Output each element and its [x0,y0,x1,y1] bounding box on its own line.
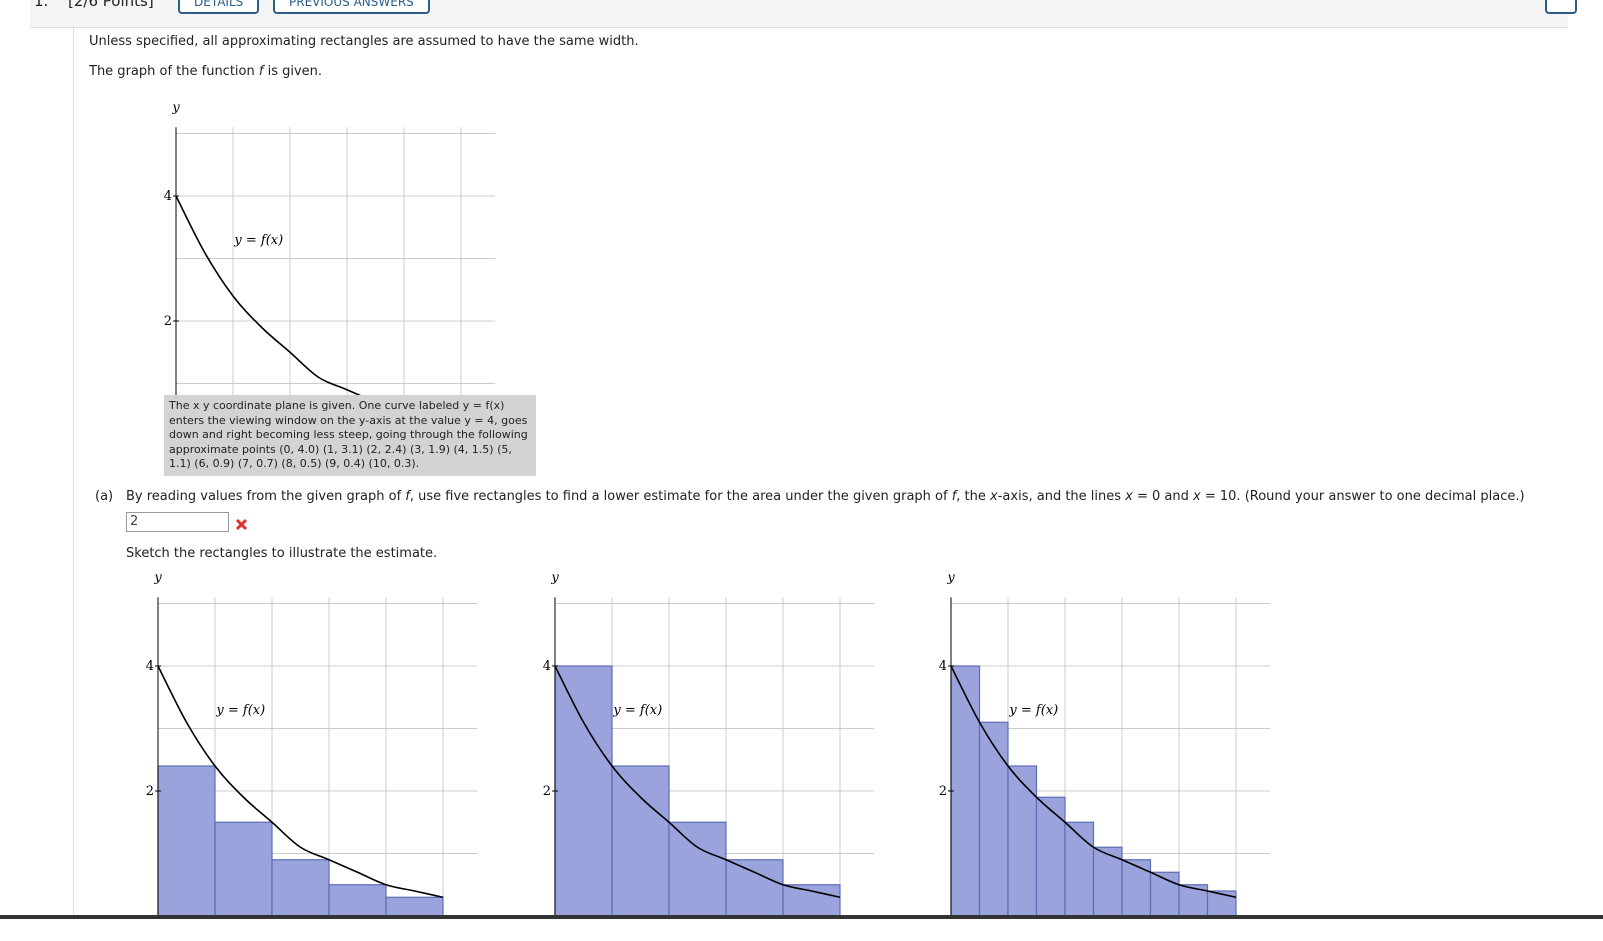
rectangle [1007,765,1038,917]
rectangle [1121,859,1152,917]
axis-label: y [550,570,559,585]
text: = 10. (Round your answer to one decimal … [1200,489,1525,504]
y-tick-label: 4 [543,659,551,674]
math: x [1125,489,1133,504]
question-number: 1. [34,0,49,10]
rectangle [328,884,387,917]
axis-label: y [946,570,955,585]
math: f [258,64,264,79]
y-tick-label: 2 [543,784,551,799]
points: [2/6 Points] [68,0,154,10]
rectangle [1092,846,1123,917]
axis-label: y [171,100,180,115]
content-border [73,27,74,927]
curve [950,665,1237,899]
rectangle [950,665,981,917]
rectangle [668,821,727,917]
text: By reading values from the given graph o… [126,489,406,504]
curve [554,665,841,899]
text: Unless specified, all approximating rect… [89,34,639,49]
rectangle [611,765,670,917]
rectangle [554,665,613,917]
rectangle [978,721,1009,917]
sketch-graph: 2 4 y y = f(x) [146,570,478,917]
answer-input[interactable]: 2 [126,512,229,532]
blank [0,919,1603,941]
curve [175,195,373,400]
text: The graph of the function [89,64,259,79]
y-tick-label: 2 [939,784,947,799]
part-label: (a) [95,489,114,504]
rectangle [1206,890,1237,917]
curve-label: y = f(x) [215,703,265,718]
text: -axis, and the lines [997,489,1126,504]
incorrect-icon [235,518,248,531]
previous-answers-button[interactable]: PREVIOUS ANSWERS [273,0,430,14]
axis-label: y [153,570,162,585]
rectangle [782,884,841,917]
intro-line: Unless specified, all approximating rect… [89,34,639,49]
math: x [1193,489,1201,504]
side-button[interactable] [1545,0,1577,14]
details-button[interactable]: DETAILS [178,0,260,14]
curve [157,665,444,899]
text: , the [956,489,991,504]
curve-label: y = f(x) [612,703,662,718]
text: , use five rectangles to find a lower es… [409,489,952,504]
math: f [405,489,410,504]
graph: 2 4 y y = f(x) [164,100,496,400]
graph-description: The x y coordinate plane is given. One c… [164,395,536,476]
y-tick-label: 4 [146,659,154,674]
text: = 0 and [1132,489,1194,504]
taskbar-edge [0,915,1603,919]
math: x [990,489,998,504]
y-tick-label: 2 [146,784,154,799]
rectangle [214,821,273,917]
text: is given. [263,64,323,79]
rectangle [157,765,216,917]
y-tick-label: 4 [164,189,172,204]
curve-label: y = f(x) [1008,703,1058,718]
rectangle [725,859,784,917]
sketch-instruction: Sketch the rectangles to illustrate the … [126,546,438,561]
intro-line: The graph of the function f is given. [89,64,322,79]
sketch-graph: 2 4 y y = f(x) [543,570,875,917]
rectangle [271,859,330,917]
question-header: 1. [2/6 Points] DETAILS PREVIOUS ANSWERS [30,0,1577,28]
cross [235,518,248,531]
rectangle [385,896,444,917]
curve-label: y = f(x) [233,233,283,248]
rectangle [1035,796,1066,917]
y-tick-label: 4 [939,659,947,674]
math: f [951,489,957,504]
sketch-graph: 2 4 y y = f(x) [939,570,1271,917]
y-tick-label: 2 [164,314,172,329]
question-text: By reading values from the given graph o… [126,489,1525,504]
